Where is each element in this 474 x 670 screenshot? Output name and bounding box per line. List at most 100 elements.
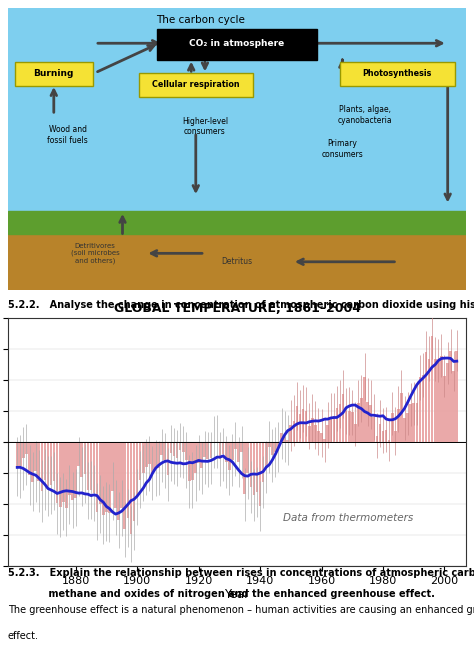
Bar [108, 442, 111, 513]
Bar [280, 433, 283, 442]
Bar [50, 442, 52, 485]
Bar [311, 418, 314, 442]
Bar [290, 425, 292, 442]
Text: Higher-level
consumers: Higher-level consumers [182, 117, 228, 136]
Bar [259, 442, 261, 506]
Bar [366, 402, 369, 442]
Bar [336, 409, 338, 442]
Bar [111, 442, 114, 491]
Bar [357, 403, 360, 442]
Bar [201, 442, 203, 468]
Bar [391, 413, 393, 442]
Bar [302, 409, 304, 442]
Bar [268, 442, 271, 447]
Bar [443, 376, 446, 442]
Bar [360, 398, 363, 442]
Bar [379, 423, 381, 442]
FancyBboxPatch shape [15, 62, 93, 86]
Bar [231, 442, 234, 460]
Bar [385, 429, 387, 442]
Bar [400, 393, 403, 442]
Text: The greenhouse effect is a natural phenomenon – human activities are causing an : The greenhouse effect is a natural pheno… [8, 605, 474, 615]
Bar [145, 442, 147, 467]
Text: Photosynthesis: Photosynthesis [363, 69, 432, 78]
Bar [8, 211, 466, 234]
Bar [19, 442, 22, 466]
Bar [170, 442, 172, 453]
Bar [416, 403, 418, 442]
Bar [197, 442, 200, 463]
Bar [403, 418, 406, 442]
Bar [8, 234, 466, 290]
Bar [323, 440, 326, 442]
Bar [185, 442, 188, 460]
Bar [422, 375, 424, 442]
Bar [127, 442, 129, 518]
Bar [314, 425, 317, 442]
Bar [308, 426, 310, 442]
Bar [410, 404, 412, 442]
Bar [345, 411, 347, 442]
Bar [431, 336, 434, 442]
Bar [234, 442, 237, 449]
Bar [105, 442, 108, 512]
Bar [225, 442, 228, 462]
Bar [74, 442, 77, 498]
Text: methane and oxides of nitrogen and the enhanced greenhouse effect.: methane and oxides of nitrogen and the e… [8, 589, 435, 599]
Bar [348, 411, 350, 442]
Bar [154, 442, 157, 468]
Text: Plants, algae,
cyanobacteria: Plants, algae, cyanobacteria [338, 105, 392, 125]
Bar [28, 442, 31, 475]
FancyBboxPatch shape [340, 62, 455, 86]
Text: Data from thermometers: Data from thermometers [283, 513, 413, 523]
Bar [305, 411, 308, 442]
Bar [255, 442, 258, 492]
Bar [210, 442, 212, 458]
Bar [99, 442, 101, 504]
Bar [375, 436, 378, 442]
Bar [133, 442, 136, 521]
Bar [437, 360, 440, 442]
Bar [173, 442, 175, 456]
Bar [176, 442, 178, 458]
Bar [16, 442, 18, 467]
Bar [25, 442, 28, 454]
Bar [329, 417, 332, 442]
Bar [164, 442, 166, 460]
Bar [394, 431, 397, 442]
Bar [56, 442, 58, 503]
Bar [277, 442, 280, 447]
Bar [299, 414, 301, 442]
Text: Burning: Burning [34, 69, 74, 78]
Bar [34, 442, 37, 471]
Bar [114, 442, 117, 508]
Bar [207, 442, 209, 460]
Bar [406, 413, 409, 442]
Bar [222, 442, 225, 454]
Bar [253, 442, 255, 495]
Bar [148, 442, 151, 464]
Bar [243, 442, 246, 494]
Bar [397, 409, 400, 442]
Bar [296, 406, 298, 442]
FancyBboxPatch shape [138, 73, 253, 97]
Bar [53, 442, 55, 481]
Text: Cellular respiration: Cellular respiration [152, 80, 239, 89]
Bar [342, 394, 344, 442]
Bar [77, 442, 80, 466]
Bar [249, 442, 252, 487]
Bar [157, 442, 160, 468]
Bar [118, 442, 120, 520]
Bar [327, 425, 329, 442]
Text: Primary
consumers: Primary consumers [321, 139, 363, 159]
Bar [188, 442, 191, 481]
Bar [240, 442, 243, 452]
Bar [369, 405, 372, 442]
Bar [449, 351, 452, 442]
Bar [228, 442, 231, 470]
Bar [71, 442, 74, 500]
Bar [440, 356, 443, 442]
Text: 5.2.3.   Explain the relationship between rises in concentrations of atmospheric: 5.2.3. Explain the relationship between … [8, 568, 474, 578]
Bar [68, 442, 71, 494]
Bar [338, 404, 341, 442]
